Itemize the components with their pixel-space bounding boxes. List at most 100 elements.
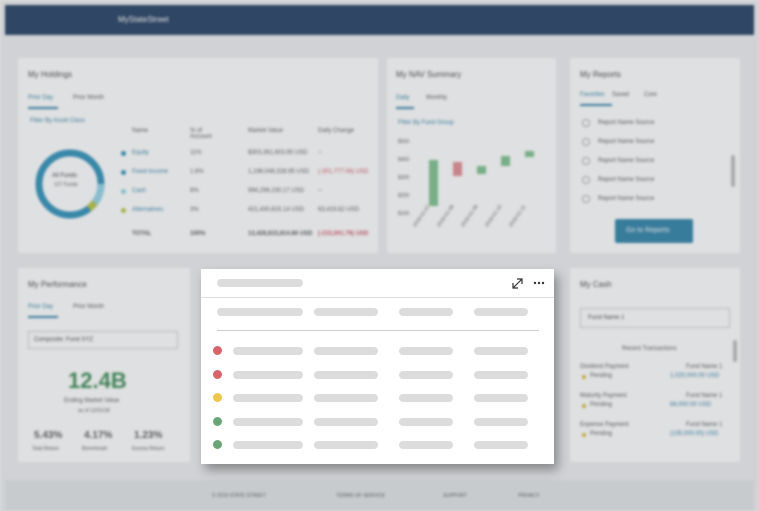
cell: 8% [190,188,199,194]
stat-value: 1.23% [134,430,163,441]
skeleton [233,370,303,379]
button[interactable] [615,219,693,243]
select[interactable] [28,331,178,349]
footer-link: PRIVACY [518,493,540,499]
column-header: % of Account [190,128,212,140]
tab: Prior Month [73,304,105,310]
status-dot [213,440,222,449]
cell: 63,419.82 USD [318,207,360,213]
checkbox[interactable] [582,176,590,184]
y-tick-label: $100 [398,211,410,217]
nav-bar [429,160,438,206]
cell: Alternatives [132,207,164,213]
y-tick-label: $200 [398,193,410,199]
scrollbar [733,340,737,362]
report-item: Report Name Source [598,196,655,202]
divider [201,297,554,298]
tab: Prior Day [28,304,54,310]
skeleton [474,308,528,316]
fund-name: Fund Name 1 [686,393,723,399]
skeleton [314,417,378,426]
nav-bar [525,151,534,157]
column-header: Name [132,128,149,134]
tab: Monthly [426,95,448,101]
skeleton [399,441,453,449]
tab: Prior Month [73,95,105,101]
skeleton [474,370,528,379]
skeleton [474,417,528,426]
skeleton [399,370,453,379]
skeleton [399,394,453,402]
footer-link: TERMS OF SERVICE [336,493,386,499]
cell: 994,296,230.17 USD [248,188,305,194]
skeleton [399,347,453,355]
brand: MyStateStreet [118,15,169,24]
report-item: Report Name Source [598,139,655,145]
big-value: 12.4B [68,368,127,393]
column-header: Market Value [248,128,283,134]
checkbox[interactable] [582,157,590,165]
cell: 11% [190,150,202,156]
status-dot [582,404,586,408]
status: Pending [590,402,613,408]
footer [5,480,754,511]
donut-seg [35,149,105,219]
status: Pending [590,373,613,379]
select-label: Composite: Fund XYZ [34,337,94,343]
tab: Saved [612,92,630,98]
filter: Filter By Fund Group [398,120,454,126]
card-title: My Holdings [28,70,73,79]
skeleton [233,347,303,355]
status-dot [582,433,586,437]
amount: 1,020,000.00 USD [670,373,720,379]
legend-dot [121,189,126,194]
as-of: as of 12/31/18 [78,408,110,414]
report-item: Report Name Source [598,120,655,126]
checkbox[interactable] [582,119,590,127]
top-bar [5,5,754,35]
donut-sub: 127 Funds [54,182,78,188]
stat-value: 5.43% [34,430,63,441]
nav-chart [429,151,534,206]
status-dot [213,393,222,402]
select-label: Fund Name 1 [588,315,625,321]
donut-label: All Funds [52,173,78,179]
total-cell: 13,428,815,814.86 USD [248,231,313,237]
status-dot [213,369,222,379]
total-cell: TOTAL [132,231,152,237]
skeleton [314,347,378,355]
donut [35,149,105,219]
transaction-name: Expense Payment [580,422,629,428]
fund-name: Fund Name 1 [686,364,723,370]
y-tick-label: $400 [398,157,410,163]
skeleton [233,394,303,402]
amount: (135,000.00) USD [670,431,719,437]
button-label: Go to Reports [626,227,670,234]
status-dot [582,375,586,379]
footer-link: SUPPORT [443,493,468,499]
total-cell: (-215,001.79) USD [318,231,369,237]
status-dot [213,346,222,355]
skeleton [314,394,378,402]
checkbox[interactable] [582,195,590,203]
cell: 421,430,815.14 USD [248,207,305,213]
cell: Fixed Income [132,169,169,175]
legend-dot [121,208,126,213]
tab: Daily [396,95,410,101]
amount: 68,000.00 USD [670,402,712,408]
skeleton [233,417,303,426]
copyright: © 2019 STATE STREET [212,493,267,499]
tab-underline [580,104,612,106]
cell: 1,198,048,328.95 USD [248,169,310,175]
tab: Favorites [580,92,605,98]
skeleton [399,417,453,426]
select[interactable] [580,308,730,328]
card-actions[interactable] [511,276,551,290]
cell: 3% [190,207,199,213]
cell: 1.6% [190,169,204,175]
checkbox[interactable] [582,138,590,146]
scrollbar [731,155,735,187]
cell: Cash [132,188,147,194]
cell: $303,361,603.95 USD [248,150,308,156]
